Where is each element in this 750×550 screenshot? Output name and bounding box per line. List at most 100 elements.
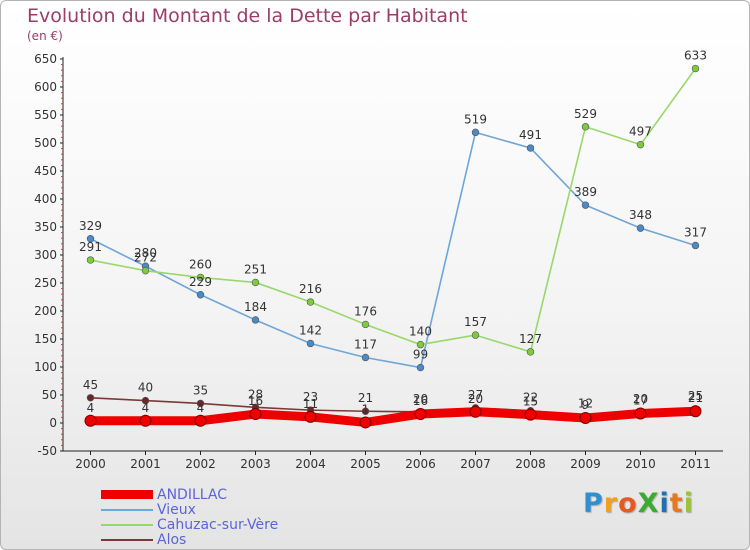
data-label: 12 — [578, 396, 593, 410]
data-point — [634, 407, 647, 420]
chart-unit-label: (en €) — [27, 29, 63, 43]
data-point — [361, 353, 370, 362]
data-point — [361, 407, 370, 415]
logo-letter: t — [669, 488, 684, 519]
y-tick-label: 500 — [34, 136, 57, 150]
legend-label-alos: Alos — [157, 531, 187, 548]
data-label: 140 — [409, 325, 432, 339]
data-point — [636, 224, 645, 232]
data-label: 216 — [299, 282, 322, 296]
x-tick-label: 2011 — [680, 457, 711, 471]
data-label: 16 — [413, 394, 428, 408]
data-point — [194, 414, 207, 427]
x-tick-label: 2009 — [570, 457, 601, 471]
data-label: 21 — [358, 391, 373, 405]
y-tick-label: -50 — [37, 444, 57, 458]
data-label: 497 — [629, 125, 652, 139]
data-label: 45 — [83, 378, 98, 392]
data-point — [304, 410, 317, 423]
data-label: 176 — [354, 304, 377, 318]
data-point — [86, 235, 95, 243]
data-point — [86, 394, 95, 402]
data-label: 329 — [79, 219, 102, 233]
y-tick-label: 200 — [34, 304, 57, 318]
x-tick-label: 2006 — [405, 457, 436, 471]
data-point — [416, 340, 425, 349]
logo-letter: r — [603, 488, 619, 519]
x-tick-label: 2001 — [130, 457, 161, 471]
legend-swatch-alos — [101, 538, 153, 541]
x-tick-label: 2000 — [75, 457, 106, 471]
legend-label-vieux: Vieux — [157, 501, 196, 518]
x-tick-label: 2010 — [625, 457, 656, 471]
data-point — [196, 399, 205, 408]
data-point — [141, 396, 150, 405]
y-tick-label: 550 — [34, 108, 57, 122]
data-point — [579, 411, 592, 424]
data-label: 291 — [79, 240, 102, 254]
data-point — [636, 140, 645, 149]
data-label: 40 — [138, 381, 153, 395]
data-label: 348 — [629, 208, 652, 222]
series-line — [89, 131, 697, 369]
data-point — [306, 298, 315, 306]
y-tick-label: 0 — [49, 416, 57, 430]
legend-swatch-andillac — [101, 490, 153, 499]
data-point — [689, 405, 702, 418]
series-line — [86, 406, 700, 427]
legend-swatch-cahuzac — [101, 523, 153, 526]
data-label: 142 — [299, 323, 322, 337]
data-point — [524, 408, 537, 421]
data-point — [471, 128, 480, 137]
data-label: 491 — [519, 128, 542, 142]
data-label: 23 — [303, 390, 318, 404]
legend-item-cahuzac: Cahuzac-sur-Vère — [101, 516, 279, 533]
data-label: 35 — [193, 383, 208, 397]
data-point — [471, 331, 480, 339]
x-tick-label: 2003 — [240, 457, 271, 471]
x-tick-label: 2008 — [515, 457, 546, 471]
series-line — [89, 67, 697, 353]
data-label: 20 — [468, 392, 483, 406]
x-tick-label: 2005 — [350, 457, 381, 471]
proxiti-logo: ProXiti — [583, 488, 694, 519]
data-point — [526, 144, 535, 152]
data-point — [581, 123, 590, 131]
y-tick-label: 150 — [34, 332, 57, 346]
data-point — [526, 348, 535, 356]
data-point — [251, 278, 260, 287]
data-label: 4 — [87, 401, 95, 415]
logo-letter: P — [583, 488, 604, 519]
data-label: 519 — [464, 112, 487, 126]
data-label: 117 — [354, 337, 377, 351]
y-tick-label: 50 — [42, 388, 57, 402]
data-label: 127 — [519, 332, 542, 346]
y-tick-label: 400 — [34, 192, 57, 206]
data-point — [361, 320, 370, 329]
data-point — [139, 414, 152, 427]
logo-letter: i — [683, 488, 694, 519]
data-label: 1 — [362, 402, 370, 416]
data-label: 28 — [248, 387, 263, 401]
data-label: 25 — [688, 389, 703, 403]
data-label: 260 — [189, 257, 212, 271]
data-label: 27 — [468, 388, 483, 402]
data-point — [416, 363, 425, 372]
y-tick-label: 350 — [34, 220, 57, 234]
data-point — [141, 266, 150, 275]
y-tick-label: 450 — [34, 164, 57, 178]
data-label: 4 — [197, 401, 205, 415]
y-tick-label: 250 — [34, 276, 57, 290]
logo-letter: X — [637, 488, 660, 519]
data-label: 389 — [574, 185, 597, 199]
legend-label-cahuzac: Cahuzac-sur-Vère — [157, 516, 279, 533]
data-label: 157 — [464, 315, 487, 329]
data-point — [469, 405, 482, 418]
data-label: 229 — [189, 275, 212, 289]
data-label: 15 — [523, 395, 538, 409]
x-tick-label: 2004 — [295, 457, 326, 471]
data-label: 17 — [633, 393, 648, 407]
x-tick-label: 2002 — [185, 457, 216, 471]
